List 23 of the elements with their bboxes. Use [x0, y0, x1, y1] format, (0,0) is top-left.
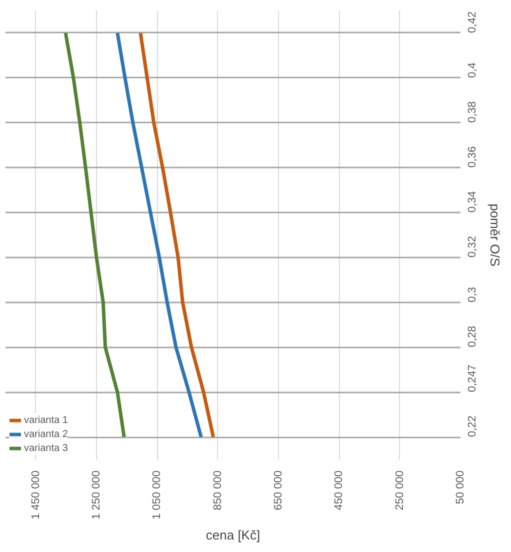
legend-label: varianta 3	[24, 442, 68, 455]
y-tick-label: 0,42	[466, 12, 478, 33]
x-tick-label: 850 000	[212, 470, 224, 510]
y-tick-label: 0,32	[466, 236, 478, 258]
y-axis-title: poměr O/S	[488, 204, 502, 267]
y-tick-label: 0,36	[466, 146, 478, 168]
x-tick-label: 1 250 000	[90, 470, 102, 520]
y-tick-label: 0,28	[466, 326, 478, 348]
x-axis-title: cena [Kč]	[206, 527, 260, 542]
legend-label: varianta 2	[24, 428, 68, 441]
y-tick-label: 0,22	[466, 416, 478, 438]
legend-label: varianta 1	[24, 414, 68, 427]
y-tick-label: 0,3	[466, 287, 478, 302]
x-tick-label: 450 000	[333, 470, 346, 510]
y-tick-label: 0,38	[466, 101, 478, 123]
y-tick-label: 0,247	[466, 364, 478, 392]
x-tick-label: 50 000	[454, 470, 466, 504]
x-tick-label: 1 450 000	[30, 470, 42, 520]
x-tick-label: 1 050 000	[151, 470, 164, 520]
x-tick-label: 250 000	[394, 470, 406, 510]
x-tick-label: 650 000	[272, 470, 284, 510]
y-tick-label: 0,4	[466, 62, 478, 78]
y-tick-label: 0,34	[466, 191, 478, 213]
